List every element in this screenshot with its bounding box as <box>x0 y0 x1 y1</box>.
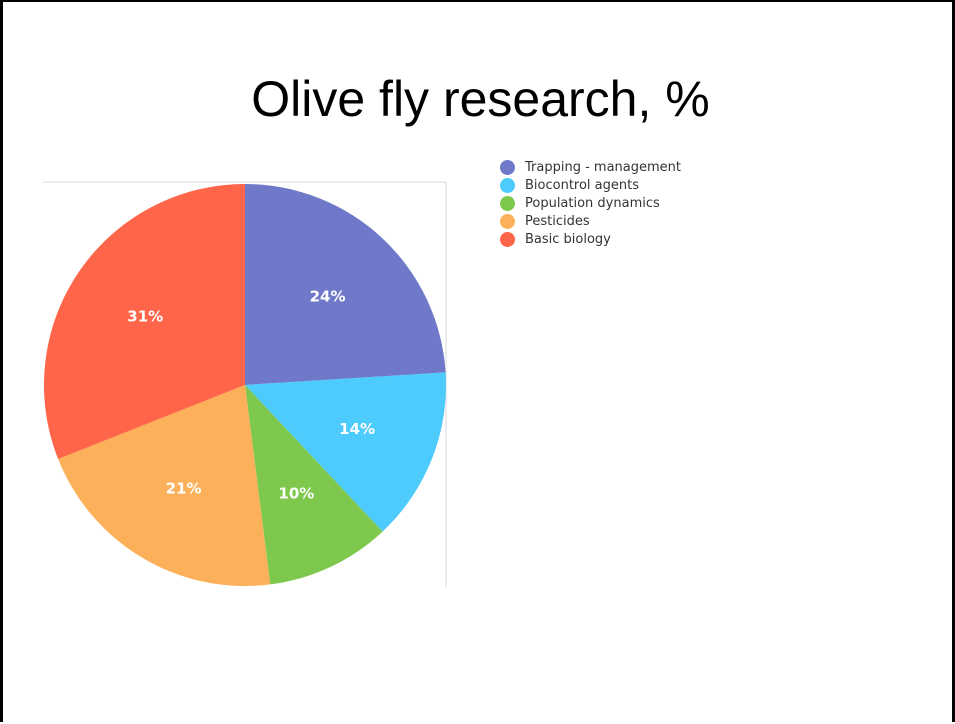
legend-swatch <box>500 159 515 175</box>
slice-label-population-dynamics: 10% <box>278 485 314 503</box>
legend-item-biocontrol-agents: Biocontrol agents <box>500 176 681 194</box>
slice-label-biocontrol-agents: 14% <box>339 420 375 438</box>
slice-label-trapping-management: 24% <box>310 288 346 306</box>
slice-label-basic-biology: 31% <box>127 308 163 326</box>
legend-swatch <box>500 213 515 229</box>
pie-slice-labels: 24% 14% 10% 21% 31% <box>127 288 375 503</box>
pie-slices <box>44 184 446 586</box>
slice-label-pesticides: 21% <box>166 479 202 497</box>
slide-title: Olive fly research, % <box>251 71 710 127</box>
legend-item-basic-biology: Basic biology <box>500 230 681 248</box>
legend-item-trapping-management: Trapping - management <box>500 158 681 176</box>
legend-swatch <box>500 231 515 247</box>
legend-label: Population dynamics <box>525 195 660 211</box>
pie-slice-basic-biology <box>44 184 245 459</box>
legend-swatch <box>500 177 515 193</box>
pie-slice-biocontrol-agents <box>245 372 446 532</box>
pie-chart: 24% 14% 10% 21% 31% <box>43 181 447 587</box>
legend-item-pesticides: Pesticides <box>500 212 681 230</box>
legend-label: Pesticides <box>525 213 590 229</box>
pie-slice-trapping-management <box>245 184 446 385</box>
legend: Trapping - management Biocontrol agents Po… <box>500 158 681 248</box>
legend-label: Trapping - management <box>525 159 681 175</box>
pie-slice-pesticides <box>58 385 271 586</box>
legend-label: Basic biology <box>525 231 611 247</box>
legend-swatch <box>500 195 515 211</box>
legend-label: Biocontrol agents <box>525 177 640 193</box>
legend-item-population-dynamics: Population dynamics <box>500 194 681 212</box>
pie-slice-population-dynamics <box>245 385 383 585</box>
